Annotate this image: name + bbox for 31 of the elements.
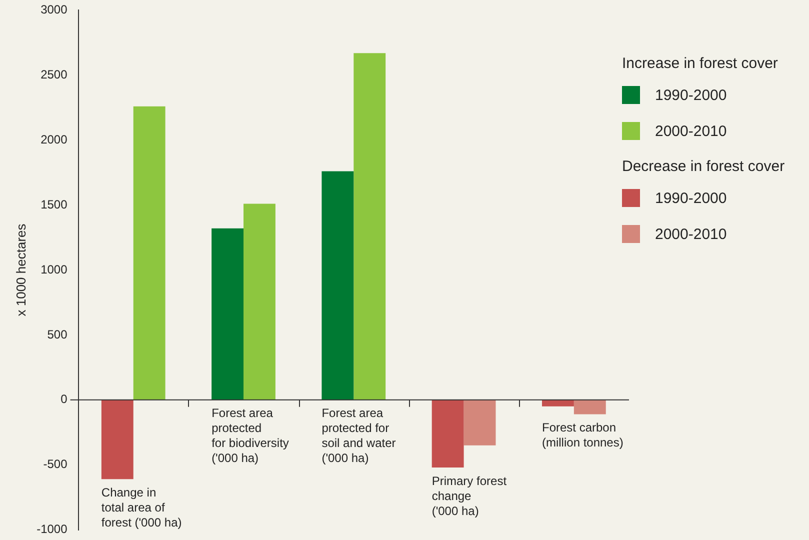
x-tick-label: Forest area protected for biodiversity ('000 ha)	[212, 406, 289, 466]
legend-label: 1990-2000	[655, 190, 727, 206]
y-tick-label: 3000	[40, 2, 68, 17]
x-tick-label: Forest area protected for soil and water ('000 ha)	[322, 406, 396, 466]
bar	[212, 228, 244, 400]
y-tick-label: -1000	[36, 522, 68, 536]
annotation: Increase in forest cover	[622, 55, 779, 72]
legend-label: 2000-2010	[655, 122, 727, 140]
bar	[322, 171, 354, 400]
bar	[464, 400, 496, 446]
y-tick-label: 1500	[40, 197, 68, 212]
y-axis-title: x 1000 hectares	[13, 223, 28, 316]
x-tick-label: Forest carbon (million tonnes)	[542, 420, 624, 450]
x-tick-label: Primary forest change ('000 ha)	[432, 474, 508, 518]
legend-label: 1990-2000	[655, 86, 727, 104]
bar	[574, 400, 606, 414]
legend-label: 2000-2010	[655, 226, 727, 242]
bar	[244, 204, 276, 400]
x-tick-label: Change in total area of forest ('000 ha)	[101, 485, 182, 530]
y-tick-label: 2500	[40, 67, 68, 82]
bar	[542, 400, 574, 406]
y-tick-label: 1000	[40, 262, 68, 276]
bar	[354, 53, 386, 400]
y-tick-label: 500	[47, 327, 68, 342]
y-tick-label: -500	[43, 457, 68, 472]
annotation: Decrease in forest cover	[622, 158, 785, 175]
y-tick-label: 0	[60, 392, 68, 406]
bar	[432, 400, 464, 468]
bar	[101, 400, 134, 480]
bar	[133, 106, 166, 400]
y-tick-label: 2000	[40, 132, 68, 146]
